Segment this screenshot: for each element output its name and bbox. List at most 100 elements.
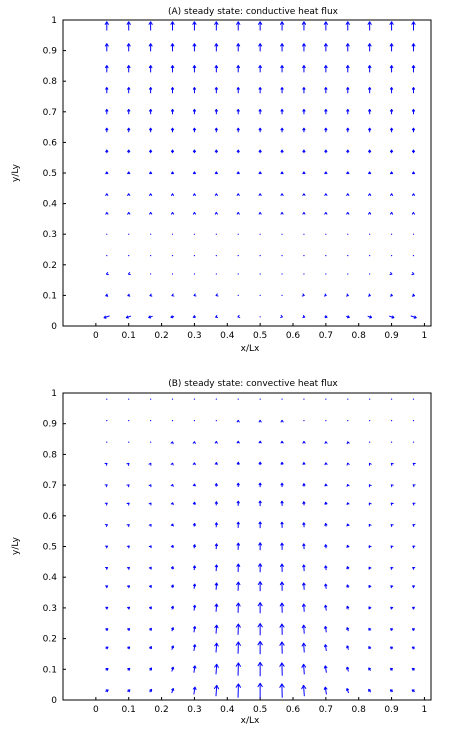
vector-arrow xyxy=(105,86,109,94)
vector-arrow xyxy=(193,255,196,257)
vector-arrow xyxy=(148,65,153,73)
vector-head xyxy=(214,462,218,465)
vector-dot xyxy=(347,273,349,275)
vector-arrow xyxy=(214,462,218,465)
vector-arrow xyxy=(171,420,174,422)
vector-dot xyxy=(303,273,305,275)
vector-head xyxy=(171,293,175,297)
vector-arrow xyxy=(411,211,415,215)
vector-dot xyxy=(369,398,371,400)
vector-arrow xyxy=(148,484,152,488)
vector-head xyxy=(149,293,153,297)
vector-arrow xyxy=(214,624,219,634)
vector-head xyxy=(149,149,153,153)
vector-arrow xyxy=(127,689,131,693)
vector-head xyxy=(215,293,219,297)
vector-head xyxy=(148,462,152,466)
axis-ticks-a: 0 0.1 0.2 0.3 0.4 0.5 0.6 0.7 0.8 0.9 1 0 0.1 0.2 0.3 0… xyxy=(43,16,428,341)
vector-dot xyxy=(259,233,261,235)
vector-arrow xyxy=(324,86,328,94)
vector-arrow xyxy=(214,440,218,444)
vector-arrow xyxy=(390,606,394,610)
vector-arrow xyxy=(236,211,240,215)
y-tick-label: 0.7 xyxy=(43,108,57,118)
vector-arrow xyxy=(259,316,261,318)
vector-dot xyxy=(215,398,217,400)
vector-head xyxy=(257,581,263,585)
vector-arrow xyxy=(279,683,285,698)
vector-arrow xyxy=(368,462,372,466)
vector-head xyxy=(148,566,152,570)
vector-arrow xyxy=(192,149,197,154)
vector-head xyxy=(258,542,263,546)
vector-dot xyxy=(171,398,174,400)
vector-arrow xyxy=(148,585,152,589)
vector-head xyxy=(302,193,306,196)
vector-head xyxy=(280,149,284,153)
vector-head xyxy=(214,21,219,25)
vector-arrow xyxy=(106,420,108,422)
vector-head xyxy=(236,419,240,423)
vector-arrow xyxy=(192,65,197,73)
vector-arrow xyxy=(412,398,415,400)
vector-arrow xyxy=(106,441,108,443)
vector-head xyxy=(126,484,130,488)
vector-arrow xyxy=(236,521,240,528)
vector-arrow xyxy=(170,193,175,196)
vector-head xyxy=(302,483,306,486)
vector-head xyxy=(171,627,175,631)
vector-head xyxy=(105,171,109,175)
vector-arrow xyxy=(148,21,153,31)
vector-arrow xyxy=(105,646,109,650)
vector-arrow xyxy=(302,501,306,506)
vector-head xyxy=(301,663,307,668)
vector-head xyxy=(214,149,218,153)
y-tick-label: 0.5 xyxy=(43,169,57,179)
vector-head xyxy=(323,665,328,669)
vector-head xyxy=(368,171,372,175)
vector-arrow xyxy=(280,440,284,444)
vector-arrow xyxy=(389,86,394,94)
vector-head xyxy=(148,606,152,610)
vector-arrow xyxy=(280,314,283,318)
vector-dot xyxy=(412,441,415,443)
vector-arrow xyxy=(323,644,328,652)
vector-arrow xyxy=(412,606,416,610)
vector-head xyxy=(412,585,416,589)
vector-arrow xyxy=(193,293,197,297)
x-tick-label: 0.7 xyxy=(319,331,333,341)
vector-arrow xyxy=(280,482,284,488)
vector-head xyxy=(411,689,415,693)
vector-arrow xyxy=(171,666,175,672)
vector-dot xyxy=(171,273,174,275)
vector-head xyxy=(104,21,109,25)
vector-head xyxy=(170,171,175,175)
vector-arrow xyxy=(368,606,372,610)
vector-arrow xyxy=(236,21,241,31)
vector-arrow xyxy=(236,171,240,175)
vector-head xyxy=(104,502,108,506)
vector-arrow xyxy=(127,171,131,175)
vector-arrow xyxy=(192,108,197,115)
vector-head xyxy=(279,641,285,646)
vector-arrow xyxy=(106,398,108,400)
vector-dot xyxy=(128,398,130,400)
vector-arrow xyxy=(105,667,109,671)
vector-dot xyxy=(259,316,261,318)
vector-head xyxy=(412,606,416,610)
vector-arrow xyxy=(170,149,175,154)
vector-head xyxy=(369,315,373,319)
vector-arrow xyxy=(280,419,284,423)
vector-arrow xyxy=(170,21,175,31)
vector-arrow xyxy=(324,604,328,611)
vector-arrow xyxy=(324,501,328,505)
vector-arrow xyxy=(170,584,174,589)
vector-head xyxy=(149,627,152,631)
vector-arrow xyxy=(258,127,262,133)
vector-shaft xyxy=(303,685,305,697)
vector-arrow xyxy=(170,108,175,115)
vector-head xyxy=(280,542,284,546)
vector-arrow xyxy=(368,688,372,693)
vector-head xyxy=(280,521,284,525)
vector-arrow xyxy=(346,193,350,196)
